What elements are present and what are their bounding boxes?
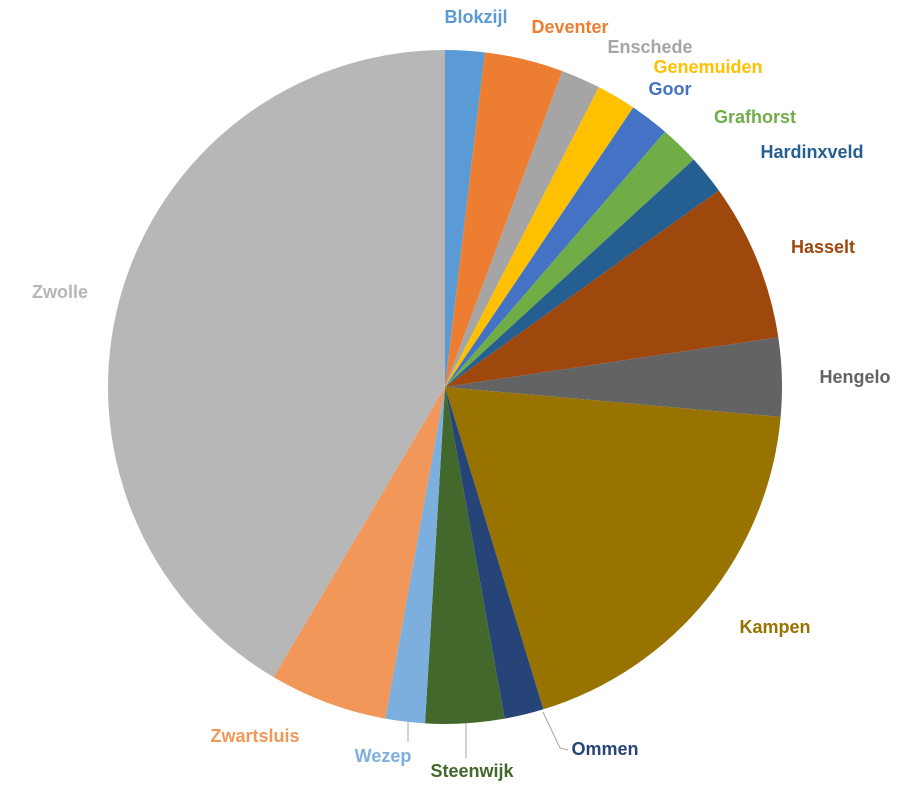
- slice-label: Goor: [649, 79, 692, 99]
- pie-slice: [445, 387, 781, 710]
- pie-slice: [445, 131, 694, 387]
- pie-slice: [445, 71, 599, 388]
- slice-label: Grafhorst: [714, 107, 796, 127]
- pie-slice: [108, 50, 445, 678]
- slice-label: Hengelo: [819, 367, 890, 387]
- pie-slice: [445, 387, 544, 719]
- slice-label: Wezep: [355, 746, 412, 766]
- slice-label: Blokzijl: [444, 7, 507, 27]
- pie-slice: [273, 387, 445, 719]
- pie-slice: [445, 337, 782, 417]
- slice-label: Zwartsluis: [210, 726, 299, 746]
- slice-label: Deventer: [531, 17, 608, 37]
- pie-slice: [445, 52, 563, 388]
- pie-slice: [445, 50, 485, 387]
- pie-slice: [385, 387, 445, 724]
- slice-label: Genemuiden: [653, 57, 762, 77]
- slice-label: Hasselt: [791, 237, 855, 257]
- pie-slice: [445, 107, 666, 387]
- pie-slice: [445, 87, 634, 388]
- slice-label: Kampen: [739, 617, 810, 637]
- pie-slice: [425, 387, 505, 724]
- leader-line: [542, 711, 569, 751]
- slice-label: Hardinxveld: [760, 142, 863, 162]
- slice-label: Steenwijk: [430, 761, 514, 781]
- pie-slice: [445, 159, 719, 387]
- slice-label: Ommen: [571, 739, 638, 759]
- slice-label: Zwolle: [32, 282, 88, 302]
- pie-slice: [445, 190, 779, 387]
- slice-label: Enschede: [607, 37, 692, 57]
